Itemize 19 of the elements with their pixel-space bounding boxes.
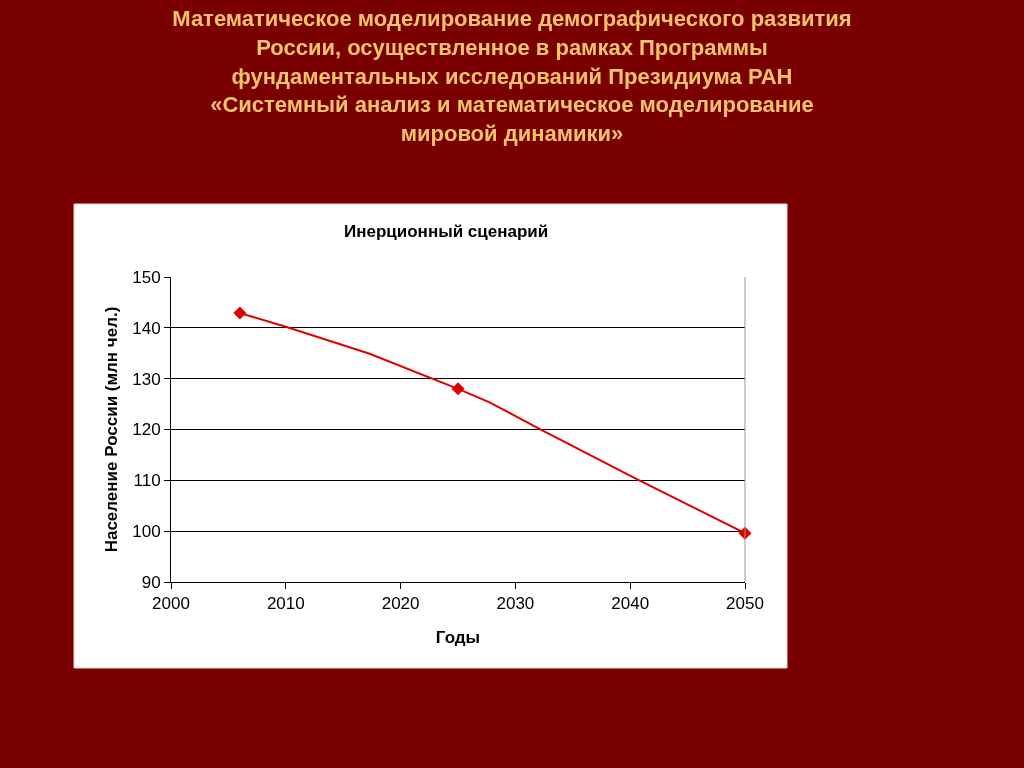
y-axis-title: Население России (млн чел.) bbox=[101, 306, 121, 553]
y-tick-label: 100 bbox=[132, 522, 161, 542]
x-tick-label: 2020 bbox=[381, 594, 420, 614]
y-tick-label: 150 bbox=[132, 267, 161, 287]
y-tick-label: 90 bbox=[141, 572, 161, 592]
x-tick-label: 2000 bbox=[152, 594, 190, 614]
x-axis-title: Годы bbox=[435, 627, 481, 647]
point bbox=[451, 382, 465, 396]
x-tick-label: 2010 bbox=[266, 594, 305, 614]
point bbox=[233, 306, 247, 320]
y-tick-label: 140 bbox=[132, 318, 161, 338]
x-tick-label: 2050 bbox=[726, 594, 764, 614]
x-tick-label: 2030 bbox=[496, 594, 535, 614]
y-tick-label: 110 bbox=[133, 471, 161, 491]
y-tick-label: 130 bbox=[132, 369, 161, 389]
chart-subtitle: Инерционный сценарий bbox=[344, 222, 549, 241]
y-tick-label: 120 bbox=[132, 420, 161, 440]
x-tick-label: 2040 bbox=[611, 594, 650, 614]
chart-title: Математическое моделирование демографического развития России, осуществленное в рамках Программы фундаментальных исследований Президиума РАН «Системный анализ и математическое моделирование мировой динамики» bbox=[172, 6, 852, 146]
